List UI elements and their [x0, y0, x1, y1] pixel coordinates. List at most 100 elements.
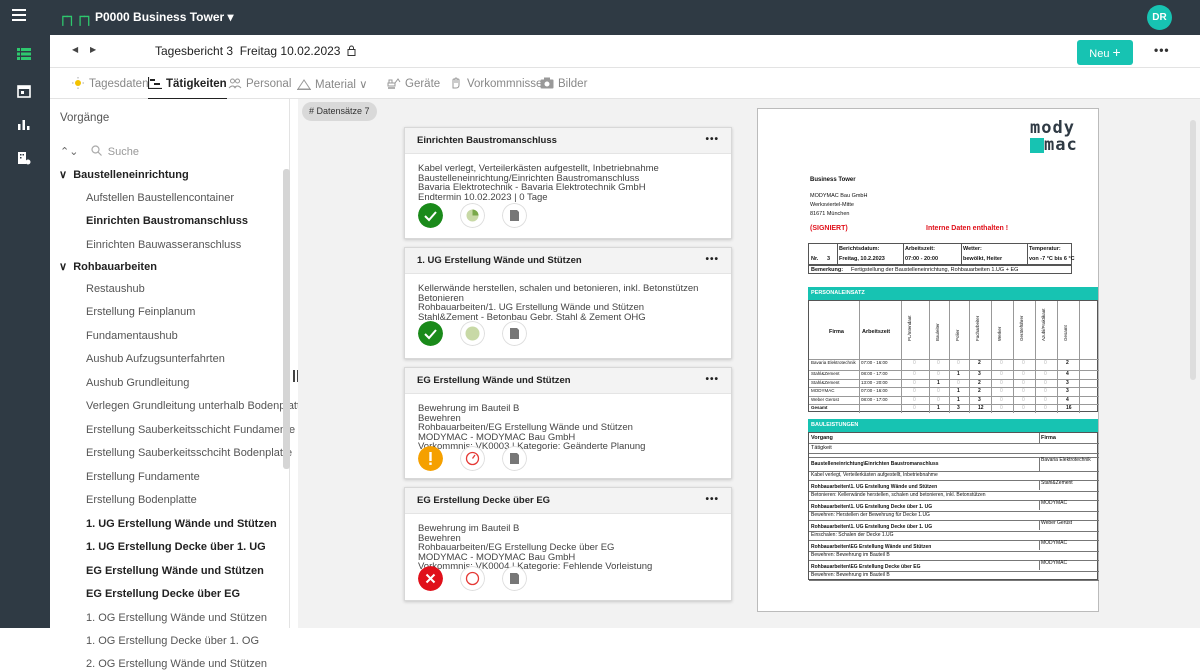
app-logo[interactable]: ┌┐┌┐: [58, 7, 94, 26]
error-icon[interactable]: [418, 566, 443, 591]
more-options-icon[interactable]: •••: [705, 494, 719, 505]
circle-icon[interactable]: [460, 566, 485, 591]
table-cell: 0: [937, 388, 940, 394]
progress-icon[interactable]: [460, 321, 485, 346]
tree-group-rohbauarbeiten[interactable]: ∨ Rohbauarbeiten: [59, 260, 157, 273]
check-icon[interactable]: [418, 203, 443, 228]
tab-geraete[interactable]: Geräte: [387, 77, 440, 90]
activity-card[interactable]: Einrichten Baustromanschluss ••• Kabel ve…: [404, 127, 732, 239]
sidebar-scrollbar[interactable]: [283, 169, 290, 469]
next-report-icon[interactable]: ▶: [90, 45, 97, 54]
more-options-icon[interactable]: •••: [705, 374, 719, 385]
bar-chart-icon[interactable]: [17, 117, 31, 131]
list-item[interactable]: EG Erstellung Wände und Stützen: [86, 565, 264, 577]
project-selector[interactable]: P0000 Business Tower ▾: [95, 10, 234, 24]
tab-label: Personal: [246, 78, 292, 90]
document-icon[interactable]: [502, 203, 527, 228]
list-item[interactable]: EG Erstellung Decke über EG: [86, 588, 241, 600]
new-button[interactable]: Neu +: [1077, 40, 1133, 65]
tab-material[interactable]: Material ∨: [297, 77, 368, 91]
preview-remark: Fertigstellung der Baustelleneinrichtung…: [851, 267, 1019, 273]
tab-vorkommnisse[interactable]: Vorkommnisse: [449, 77, 542, 90]
tab-taetigkeiten[interactable]: Tätigkeiten: [148, 77, 227, 100]
table-cell: 0: [913, 405, 916, 411]
warning-icon[interactable]: [418, 446, 443, 471]
table-header: Azubi/Praktikant: [1041, 308, 1046, 341]
table-cell: 0: [1022, 405, 1025, 411]
preview-nr-label: Nr.: [811, 256, 819, 262]
tab-personal[interactable]: Personal: [228, 77, 291, 90]
tree-group-baustelleneinrichtung[interactable]: ∨ Baustelleneinrichtung: [59, 168, 189, 181]
check-icon[interactable]: [418, 321, 443, 346]
table-cell: 0: [937, 371, 940, 377]
timer-icon[interactable]: [460, 446, 485, 471]
menu-icon[interactable]: [12, 9, 26, 21]
list-item[interactable]: 1. UG Erstellung Decke über 1. UG: [86, 541, 266, 553]
table-cell: Betonieren: Kellerwände herstellen, scha…: [811, 492, 986, 498]
table-cell: Rohbauarbeiten\1. UG Erstellung Wände un…: [811, 484, 938, 490]
list-item[interactable]: Fundamentaushub: [86, 330, 178, 342]
activity-card[interactable]: EG Erstellung Decke über EG ••• Bewehrung…: [404, 487, 732, 601]
table-cell: Rohbauarbeiten\1. UG Erstellung Decke üb…: [811, 504, 933, 510]
table-cell: 2: [1066, 360, 1069, 366]
card-title: EG Erstellung Decke über EG: [417, 495, 551, 506]
list-item[interactable]: Aushub Aufzugsunterfahrten: [86, 353, 225, 365]
tab-tagesdaten[interactable]: Tagesdaten: [71, 77, 148, 90]
progress-icon[interactable]: [460, 203, 485, 228]
list-item[interactable]: 2. OG Erstellung Wände und Stützen: [86, 658, 267, 670]
table-cell: 0: [913, 396, 916, 403]
table-cell: Rohbauarbeiten\EG Erstellung Wände und S…: [811, 544, 932, 550]
hand-icon: [452, 77, 460, 89]
list-item[interactable]: Aushub Grundleitung: [86, 377, 190, 389]
table-cell: 0: [937, 396, 940, 403]
search-field[interactable]: ⌃⌄ Suche: [60, 145, 139, 158]
list-item[interactable]: 1. OG Erstellung Decke über 1. OG: [86, 635, 260, 647]
list-item[interactable]: Erstellung Sauberkeitsschciht Bodenplatt…: [86, 447, 293, 459]
more-options-icon[interactable]: •••: [1154, 43, 1170, 57]
card-line: Kellerwände herstellen, schalen und beto…: [418, 283, 699, 294]
list-item[interactable]: 1. OG Erstellung Wände und Stützen: [86, 612, 267, 624]
list-item[interactable]: Erstellung Sauberkeitsschicht Fundamente…: [86, 424, 317, 436]
list-item[interactable]: Einrichten Baustromanschluss: [86, 215, 248, 227]
tab-label: Bilder: [558, 78, 588, 90]
activity-card[interactable]: 1. UG Erstellung Wände und Stützen ••• Ke…: [404, 247, 732, 359]
preview-leistungen-table: Vorgang Firma Tätigkeit Baustelleneinrichtu…: [808, 432, 1099, 581]
table-cell: 07:00 - 16:00: [861, 388, 888, 393]
list-item[interactable]: Erstellung Feinplanum: [86, 306, 196, 318]
activity-card[interactable]: EG Erstellung Wände und Stützen ••• Beweh…: [404, 367, 732, 479]
sidebar-title: Vorgänge: [60, 112, 110, 124]
more-options-icon[interactable]: •••: [705, 254, 719, 265]
calendar-icon[interactable]: [17, 84, 31, 98]
table-cell: Rohbauarbeiten\EG Erstellung Decke über …: [811, 564, 921, 570]
list-item[interactable]: Verlegen Grundleitung unterhalb Bodenpla…: [86, 400, 307, 412]
card-line: Rohbauarbeiten/EG Erstellung Wände und S…: [418, 422, 633, 433]
list-item[interactable]: Restaushub: [86, 283, 145, 295]
table-header: Firma: [1041, 435, 1056, 441]
preview-scrollbar[interactable]: [1190, 120, 1196, 380]
document-icon[interactable]: [502, 566, 527, 591]
document-icon[interactable]: [502, 321, 527, 346]
preview-remark-label: Bemerkung:: [811, 267, 844, 273]
card-line: Betonieren: [418, 292, 464, 304]
table-cell: 3: [1066, 379, 1069, 386]
list-item[interactable]: Aufstellen Baustellencontainer: [86, 192, 234, 204]
previous-report-icon[interactable]: ◀: [72, 45, 79, 54]
list-item[interactable]: Einrichten Bauwasseranschluss: [86, 239, 242, 251]
list-item[interactable]: Erstellung Bodenplatte: [86, 494, 197, 506]
tab-bilder[interactable]: Bilder: [540, 77, 587, 90]
more-options-icon[interactable]: •••: [705, 134, 719, 145]
collapse-all-icon[interactable]: ⌃⌄: [60, 146, 79, 158]
table-cell: MODYMAC: [1041, 540, 1068, 546]
card-line: Vorkommnis: VK0003 | Kategorie: Geändert…: [418, 441, 646, 452]
list-item[interactable]: 1. UG Erstellung Wände und Stützen: [86, 518, 277, 530]
table-cell: 0: [1000, 405, 1003, 411]
list-item[interactable]: Erstellung Fundamente: [86, 471, 200, 483]
building-settings-icon[interactable]: [17, 151, 31, 165]
table-cell: Gesamt: [811, 405, 828, 410]
document-icon[interactable]: [502, 446, 527, 471]
list-icon[interactable]: [17, 47, 31, 61]
avatar[interactable]: DR: [1147, 5, 1172, 30]
search-icon: [91, 145, 102, 156]
table-cell: 0: [1000, 388, 1003, 394]
chevron-down-icon: ∨: [59, 261, 68, 273]
